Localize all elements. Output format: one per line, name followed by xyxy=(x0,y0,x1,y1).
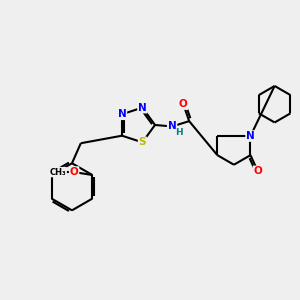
Text: N: N xyxy=(138,103,147,112)
Text: S: S xyxy=(139,137,146,147)
Text: H: H xyxy=(175,128,182,137)
Text: O: O xyxy=(254,166,262,176)
Text: O: O xyxy=(179,99,188,109)
Text: N: N xyxy=(118,109,126,119)
Text: O: O xyxy=(70,167,79,177)
Text: N: N xyxy=(168,122,176,131)
Text: CH₃: CH₃ xyxy=(50,168,66,177)
Text: N: N xyxy=(246,131,255,141)
